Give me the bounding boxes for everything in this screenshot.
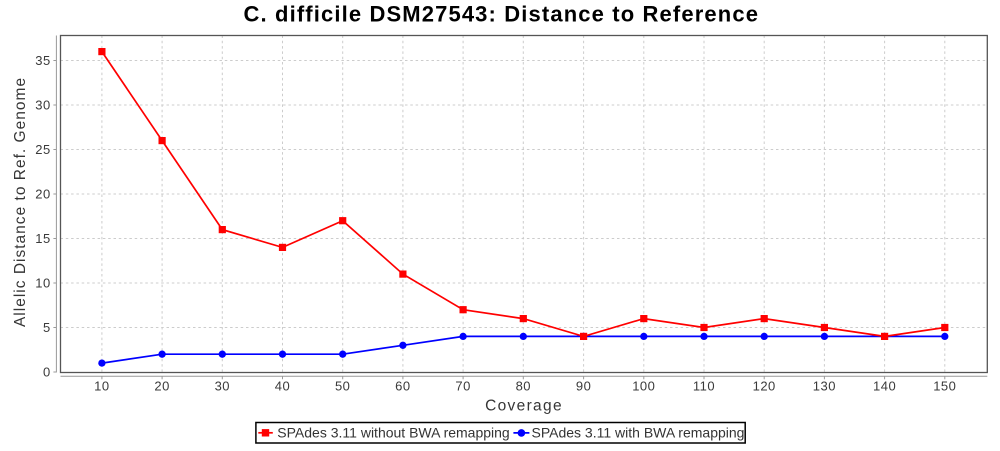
svg-text:120: 120 <box>753 379 776 394</box>
svg-text:SPAdes 3.11 without BWA remapp: SPAdes 3.11 without BWA remapping <box>277 425 509 441</box>
svg-text:60: 60 <box>395 379 410 394</box>
svg-text:SPAdes 3.11 with BWA remapping: SPAdes 3.11 with BWA remapping <box>532 425 745 441</box>
svg-text:150: 150 <box>933 379 956 394</box>
svg-text:35: 35 <box>35 53 50 68</box>
svg-text:5: 5 <box>43 320 51 335</box>
svg-text:C. difficile DSM27543: Distanc: C. difficile DSM27543: Distance to Refer… <box>244 2 760 27</box>
svg-text:50: 50 <box>335 379 350 394</box>
svg-text:Allelic Distance to Ref. Genom: Allelic Distance to Ref. Genome <box>12 77 29 327</box>
svg-text:10: 10 <box>35 276 50 291</box>
svg-text:70: 70 <box>455 379 470 394</box>
svg-text:80: 80 <box>516 379 531 394</box>
svg-text:25: 25 <box>35 142 50 157</box>
svg-text:130: 130 <box>813 379 836 394</box>
svg-text:40: 40 <box>275 379 290 394</box>
svg-text:110: 110 <box>693 379 715 394</box>
svg-text:30: 30 <box>215 379 230 394</box>
svg-text:140: 140 <box>873 379 896 394</box>
svg-text:100: 100 <box>632 379 655 394</box>
svg-text:20: 20 <box>154 379 169 394</box>
svg-text:Coverage: Coverage <box>485 398 563 415</box>
svg-text:15: 15 <box>35 231 50 246</box>
svg-text:30: 30 <box>35 98 50 113</box>
svg-text:90: 90 <box>576 379 591 394</box>
svg-text:0: 0 <box>43 365 51 380</box>
svg-text:20: 20 <box>35 187 50 202</box>
svg-text:10: 10 <box>94 379 109 394</box>
